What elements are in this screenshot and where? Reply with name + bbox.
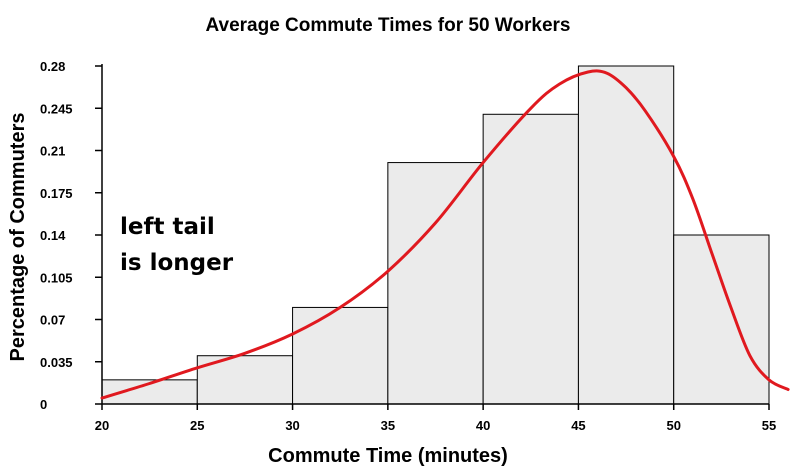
y-tick-label: 0.245 [40,101,73,116]
annotation-text: left tail is longer [120,214,234,276]
x-axis-title: Commute Time (minutes) [268,445,508,467]
curve-layer [100,69,790,400]
x-tick-label: 50 [666,418,680,433]
y-tick-label: 0.14 [40,228,66,243]
axes-layer [95,64,770,410]
labels-layer: 0 0.035 0.07 0.105 0.14 0.175 0.21 0.245 0.28 20 2… [40,59,776,433]
trend-curve [100,69,790,400]
x-tick-label: 35 [381,418,395,433]
x-tick-label: 25 [190,418,204,433]
annotation-line-2: is longer [120,250,234,276]
chart-title: Average Commute Times for 50 Workers [205,15,570,36]
histogram-bar-35-40 [387,162,484,405]
y-tick-label: 0.28 [40,59,65,74]
x-tick-label: 40 [476,418,490,433]
annotation-line-1: left tail [120,214,215,240]
x-tick-label: 55 [762,418,776,433]
histogram-bar-50-55 [673,234,770,405]
y-tick-label: 0.035 [40,355,73,370]
x-tick-label: 30 [285,418,299,433]
x-tick-label: 45 [571,418,585,433]
x-tick-label: 20 [95,418,109,433]
y-tick-label: 0.07 [40,313,65,328]
histogram-bar-40-45 [482,113,579,405]
y-tick-label: 0 [40,397,47,412]
histogram-bar-30-35 [292,306,389,405]
y-tick-label: 0.105 [40,270,73,285]
bars-layer [101,65,770,405]
y-tick-label: 0.21 [40,144,65,159]
y-tick-label: 0.175 [40,186,73,201]
y-axis-title: Percentage of Commuters [7,113,29,362]
histogram-bar-45-50 [577,65,675,405]
